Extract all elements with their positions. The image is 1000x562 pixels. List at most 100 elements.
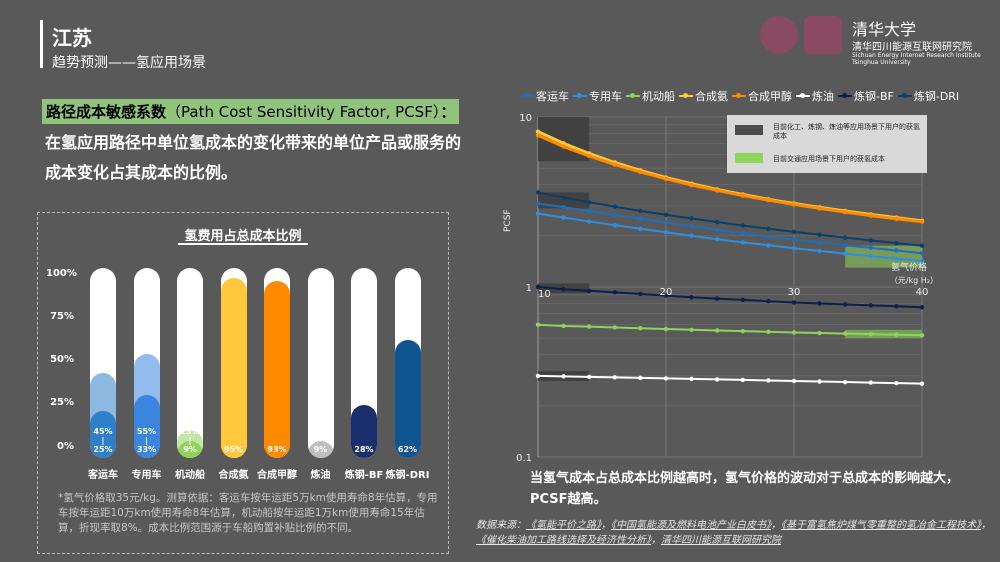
legend-dot-icon (901, 93, 907, 98)
series-point (817, 301, 822, 306)
series-point (817, 248, 822, 254)
bar-track: 95% (220, 268, 247, 458)
series-point (740, 297, 745, 303)
series-point (868, 213, 873, 218)
x-tick-label: 20 (660, 287, 673, 298)
series-point (740, 240, 745, 245)
series-point (919, 251, 925, 256)
series-point (791, 378, 797, 384)
conclusion-text: 当氢气成本占总成本比例越高时，氢气价格的波动对于总成本的影响越大，PCSF越高。 (530, 471, 960, 507)
bar-category-label: 炼钢-DRI (385, 470, 430, 481)
series-point (663, 293, 669, 298)
legend-label: 合成氨 (695, 90, 728, 103)
series-point (791, 330, 797, 335)
bar-value-label: 95% (223, 445, 244, 454)
series-point (868, 303, 873, 308)
x-axis-unit: （元/kg H₂） (890, 276, 938, 285)
legend-dot-icon (683, 93, 688, 98)
bar (220, 277, 247, 458)
bar-track: 9% (307, 268, 334, 458)
series-point (843, 379, 848, 385)
series-point (740, 223, 745, 228)
source-4: 《催化柴油加工路线选择及经济性分析》 (476, 535, 651, 546)
series-point (663, 220, 669, 225)
series-point (535, 129, 541, 134)
series-point (587, 374, 592, 380)
series-line (537, 202, 923, 255)
page-title: 江苏 (52, 26, 92, 50)
series-point (766, 329, 771, 335)
bar-chart-title: 氢费用占总成本比例 (184, 229, 302, 244)
series-line (537, 133, 923, 224)
series-point (894, 216, 899, 221)
bar-category-label: 炼油 (310, 470, 331, 481)
series-point (689, 223, 694, 229)
series-line (537, 323, 923, 337)
bar-y-tick: 50% (50, 354, 74, 365)
series-point (535, 190, 541, 195)
x-tick-label: 10 (538, 289, 551, 300)
bar-range-separator: | (101, 436, 105, 445)
x-tick-label: 30 (788, 287, 801, 298)
series-point (689, 182, 694, 188)
bar-y-tick: 25% (50, 397, 74, 408)
bar-high-label: 55% (136, 427, 157, 436)
institute-name-cn: 清华四川能源互联网研究院 (852, 42, 972, 53)
bar-range-separator: | (188, 436, 192, 445)
bar (177, 440, 203, 458)
legend-line-icon (520, 93, 534, 98)
tsinghua-seal-icon (760, 16, 798, 54)
series-point (689, 327, 694, 333)
series-point (868, 331, 873, 337)
series-point (791, 246, 797, 251)
bar (90, 410, 116, 458)
series-line (537, 374, 923, 385)
series-point (587, 153, 592, 159)
series-point (561, 374, 566, 379)
legend-label: 专用车 (589, 90, 622, 103)
bar-y-tick: 100% (46, 268, 77, 279)
legend-label: 客运车 (536, 90, 569, 103)
series-line (537, 212, 923, 263)
series-point (868, 380, 873, 385)
legend-item: 炼钢-BF (838, 88, 894, 104)
legend-label: 炼油 (812, 90, 834, 103)
legend-dot-icon (577, 93, 582, 98)
series-point (766, 378, 771, 383)
series-point (689, 295, 694, 300)
series-point (638, 226, 643, 231)
series-point (791, 237, 797, 242)
legend-label: 合成甲醇 (748, 90, 792, 103)
source-3: 《基于富氢焦炉煤气零重整的氢冶金工程技术》 (781, 520, 981, 531)
series-point (843, 302, 848, 307)
bar-track: 45% | 25% (90, 268, 116, 458)
series-point (612, 375, 617, 380)
series-point (919, 258, 925, 264)
series-point (843, 331, 848, 336)
legend-label: 机动船 (642, 90, 675, 103)
series-point (689, 233, 694, 239)
series-point (638, 216, 643, 221)
legend-label: 炼钢-BF (854, 90, 894, 103)
bar-track: 15% | 9% (177, 268, 203, 458)
legend-dot-icon (630, 93, 635, 98)
annotation-swatch-industrial (735, 125, 763, 135)
series-point (919, 333, 925, 338)
series-point (612, 222, 617, 228)
series-point (663, 176, 669, 181)
bar-value-label: 9% (183, 445, 197, 454)
legend-item: 合成氨 (679, 88, 728, 104)
series-point (817, 330, 822, 336)
bar (264, 281, 290, 458)
series-point (587, 288, 592, 293)
annotation-text-transport: 目前交通应用场景下用户的获氢成本 (773, 155, 885, 163)
x-axis-label: 氢气价格 (891, 261, 927, 273)
pcsf-heading-en: （Path Cost Sensitivity Factor, PCSF） (166, 103, 441, 121)
source-1: 《氢能平价之路》 (526, 520, 601, 531)
pcsf-heading-bold: 路径成本敏感系数 (46, 103, 167, 121)
series-line (537, 286, 923, 309)
bar-track: 55% | 33% (133, 268, 160, 458)
pcsf-heading-colon: ： (440, 103, 456, 121)
series-point (587, 200, 592, 205)
y-axis-label: PCSF (503, 209, 513, 232)
